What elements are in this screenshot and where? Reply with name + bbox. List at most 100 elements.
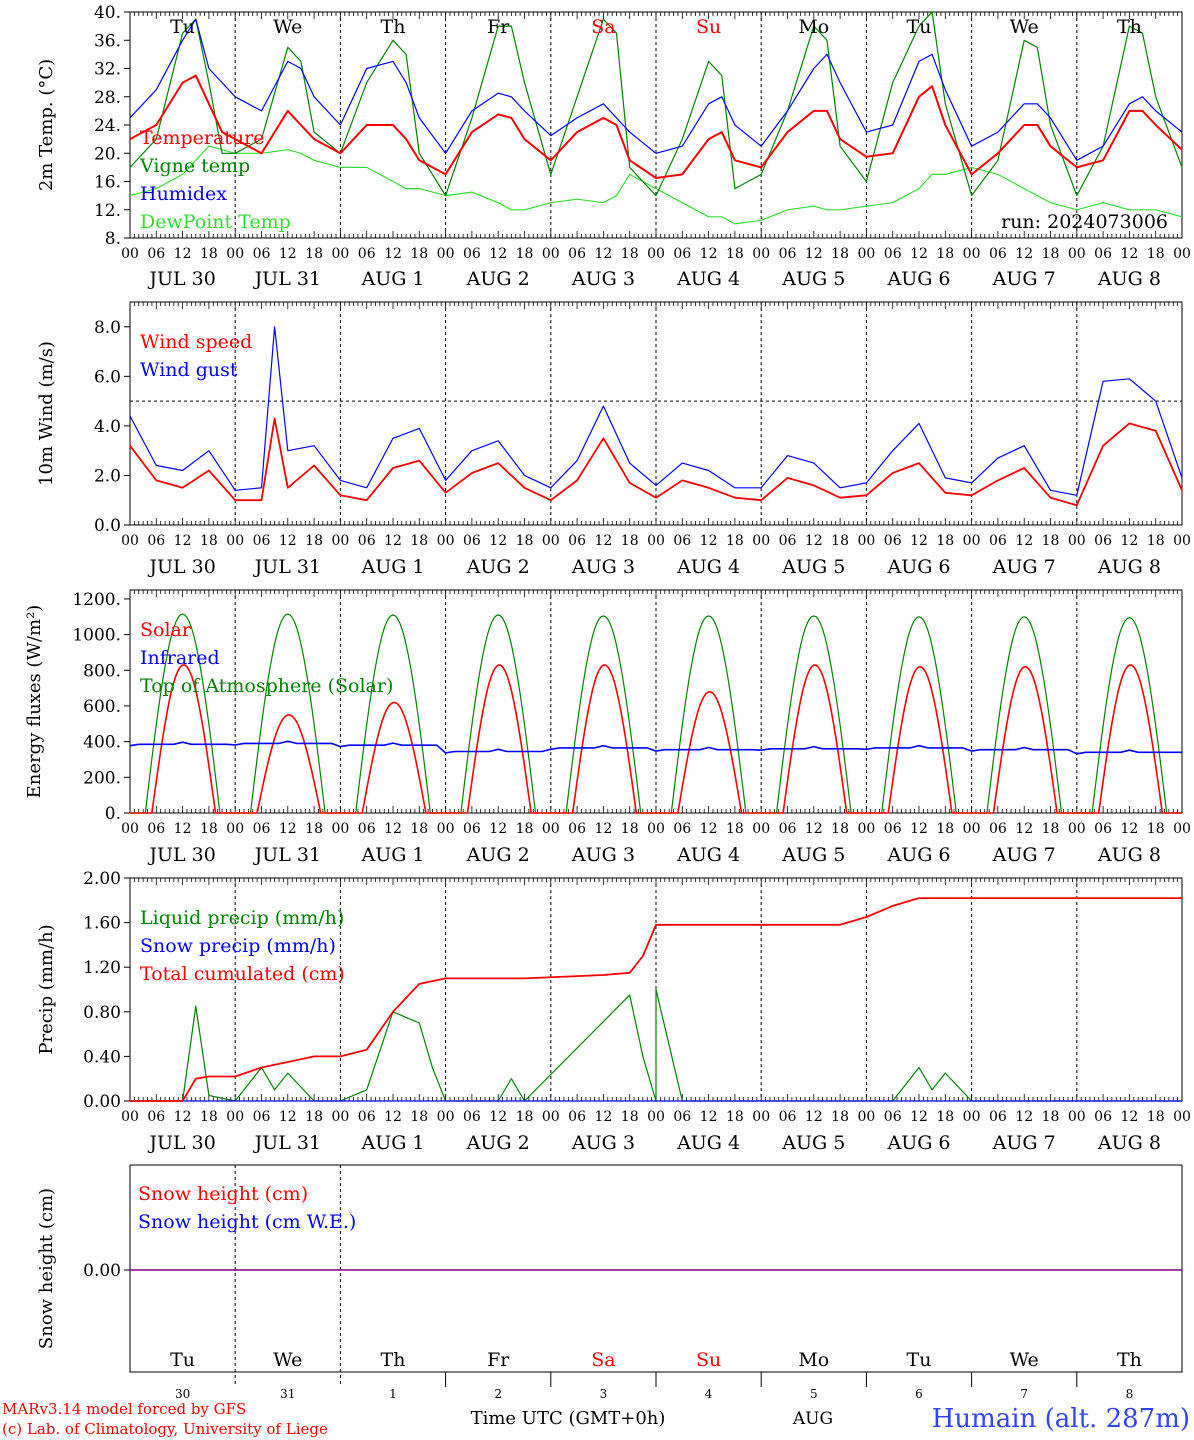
hour-label: 12 bbox=[1120, 246, 1138, 262]
hour-label: 12 bbox=[1120, 533, 1138, 549]
hour-label: 12 bbox=[1015, 1109, 1033, 1125]
y-tick-label: 24. bbox=[94, 116, 121, 136]
hour-label: 12 bbox=[594, 246, 612, 262]
footer-month-label: AUG bbox=[792, 1409, 833, 1429]
series-infrared bbox=[129, 740, 1182, 755]
series-wind-speed bbox=[129, 417, 1183, 507]
date-label: AUG 6 bbox=[886, 268, 950, 290]
weekday-label: Mo bbox=[798, 1349, 829, 1371]
day-number: 6 bbox=[915, 1387, 923, 1401]
day-number: 31 bbox=[280, 1387, 295, 1401]
hour-label: 06 bbox=[463, 1109, 481, 1125]
hour-label: 18 bbox=[410, 821, 428, 837]
hour-label: 18 bbox=[200, 821, 218, 837]
hour-label: 06 bbox=[673, 821, 691, 837]
hour-label: 00 bbox=[752, 1109, 770, 1125]
y-tick-label: 40. bbox=[94, 3, 121, 23]
date-label: AUG 7 bbox=[992, 556, 1056, 578]
date-label: AUG 2 bbox=[466, 268, 530, 290]
hour-label: 12 bbox=[174, 533, 192, 549]
hour-label: 00 bbox=[226, 533, 244, 549]
date-label: AUG 1 bbox=[360, 1132, 424, 1154]
hour-label: 12 bbox=[489, 821, 507, 837]
date-label: AUG 5 bbox=[781, 268, 845, 290]
hour-label: 00 bbox=[857, 821, 875, 837]
hour-label: 06 bbox=[884, 533, 902, 549]
y-tick-label: 6.0 bbox=[94, 367, 121, 387]
y-tick-label: 1.20 bbox=[83, 958, 121, 978]
legend-vigne-temp: Vigne temp bbox=[139, 155, 250, 177]
y-tick-label: 36. bbox=[94, 31, 121, 51]
date-label: AUG 7 bbox=[992, 1132, 1056, 1154]
hour-label: 18 bbox=[621, 246, 639, 262]
legend-infrared: Infrared bbox=[140, 647, 220, 669]
hour-label: 00 bbox=[1068, 533, 1086, 549]
footer-model: MARv3.14 model forced by GFS bbox=[2, 1400, 246, 1418]
hour-label: 00 bbox=[331, 246, 349, 262]
series-temperature bbox=[129, 74, 1183, 179]
legend-liquid-precip: Liquid precip (mm/h) bbox=[140, 907, 344, 929]
date-label: AUG 4 bbox=[676, 1132, 740, 1154]
hour-label: 18 bbox=[305, 533, 323, 549]
hour-label: 06 bbox=[568, 533, 586, 549]
hour-label: 00 bbox=[857, 246, 875, 262]
y-tick-label: 20. bbox=[94, 144, 121, 164]
y-tick-label: 28. bbox=[94, 88, 121, 108]
date-label: JUL 31 bbox=[253, 844, 321, 866]
hour-label: 00 bbox=[1068, 821, 1086, 837]
day-number: 7 bbox=[1020, 1387, 1028, 1401]
hour-label: 06 bbox=[1094, 821, 1112, 837]
hour-label: 18 bbox=[936, 533, 954, 549]
hour-label: 18 bbox=[621, 1109, 639, 1125]
weekday-label: Th bbox=[1117, 1349, 1142, 1371]
y-tick-label: 200. bbox=[83, 768, 121, 788]
hour-label: 00 bbox=[1173, 246, 1191, 262]
y-tick-label: 0.40 bbox=[83, 1047, 121, 1067]
hour-label: 18 bbox=[200, 1109, 218, 1125]
date-label: AUG 6 bbox=[886, 844, 950, 866]
hour-label: 12 bbox=[384, 246, 402, 262]
footer-time-label: Time UTC (GMT+0h) bbox=[471, 1408, 666, 1429]
hour-label: 12 bbox=[594, 1109, 612, 1125]
weekday-label: Mo bbox=[798, 16, 829, 38]
hour-label: 12 bbox=[910, 1109, 928, 1125]
hour-label: 18 bbox=[936, 821, 954, 837]
hour-label: 06 bbox=[884, 821, 902, 837]
y-tick-label: 0.00 bbox=[83, 1261, 121, 1281]
panel-frame-2 bbox=[129, 589, 1183, 814]
hour-label: 12 bbox=[805, 821, 823, 837]
hour-label: 18 bbox=[1147, 533, 1165, 549]
hour-label: 12 bbox=[384, 533, 402, 549]
y-tick-label: 16. bbox=[94, 173, 121, 193]
weekday-label: Tu bbox=[170, 16, 195, 38]
date-label: AUG 2 bbox=[466, 1132, 530, 1154]
hour-label: 12 bbox=[489, 533, 507, 549]
date-label: AUG 2 bbox=[466, 844, 530, 866]
panel-frame-1 bbox=[129, 301, 1183, 526]
y-tick-label: 12. bbox=[94, 201, 121, 221]
y-tick-label: 2.0 bbox=[94, 466, 121, 486]
weekday-label: Fr bbox=[487, 16, 510, 38]
hour-label: 06 bbox=[1094, 533, 1112, 549]
date-label: JUL 31 bbox=[253, 268, 321, 290]
hour-label: 18 bbox=[410, 1109, 428, 1125]
hour-label: 06 bbox=[779, 246, 797, 262]
legend-toa: Top of Atmosphere (Solar) bbox=[140, 675, 393, 697]
hour-label: 12 bbox=[384, 1109, 402, 1125]
hour-label: 18 bbox=[305, 1109, 323, 1125]
hour-label: 12 bbox=[174, 821, 192, 837]
hour-label: 06 bbox=[779, 533, 797, 549]
hour-label: 18 bbox=[621, 821, 639, 837]
day-number: 30 bbox=[175, 1387, 190, 1401]
hour-label: 00 bbox=[437, 246, 455, 262]
hour-label: 00 bbox=[1068, 1109, 1086, 1125]
hour-label: 18 bbox=[516, 246, 534, 262]
series-solar bbox=[130, 664, 1182, 814]
hour-label: 06 bbox=[1094, 1109, 1112, 1125]
hour-label: 12 bbox=[279, 533, 297, 549]
weekday-label: Th bbox=[381, 1349, 406, 1371]
hour-label: 06 bbox=[884, 1109, 902, 1125]
hour-label: 12 bbox=[594, 533, 612, 549]
hour-label: 00 bbox=[331, 1109, 349, 1125]
hour-label: 06 bbox=[147, 533, 165, 549]
